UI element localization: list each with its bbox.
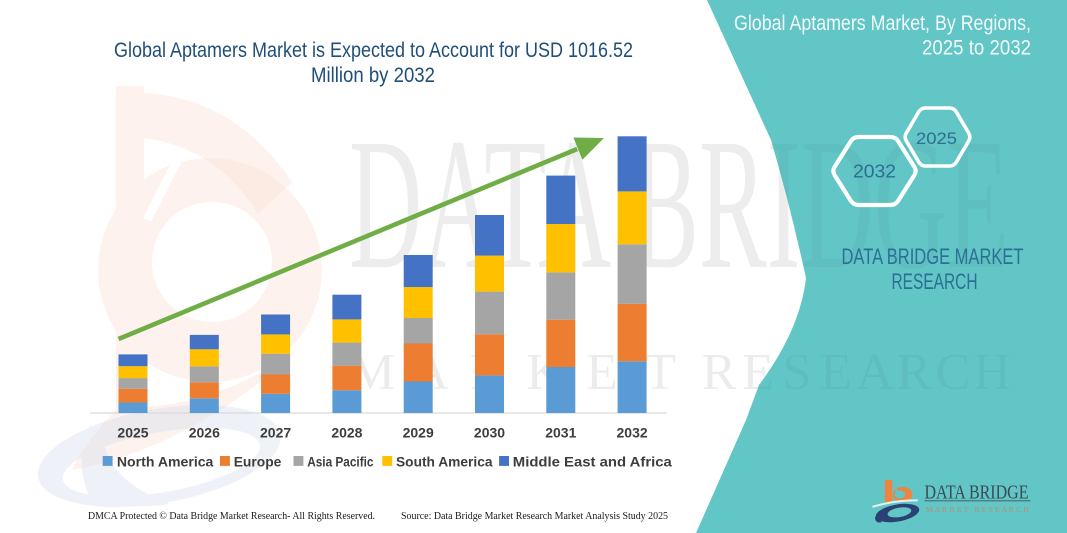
svg-text:T: T	[644, 344, 676, 401]
svg-text:R: R	[702, 344, 737, 401]
svg-text:RESEARCH: RESEARCH	[892, 269, 978, 294]
svg-text:2025: 2025	[916, 129, 957, 148]
svg-text:Europe: Europe	[234, 454, 282, 470]
svg-text:2025: 2025	[117, 425, 148, 441]
svg-text:M A R K E T R E S E A R C H: M A R K E T R E S E A R C H	[926, 506, 1029, 514]
svg-text:Asia Pacific: Asia Pacific	[307, 454, 373, 470]
svg-text:Global Aptamers Market, By Reg: Global Aptamers Market, By Regions,	[734, 12, 1031, 35]
svg-text:2029: 2029	[403, 425, 434, 441]
svg-text:C: C	[936, 344, 971, 401]
svg-text:2032: 2032	[617, 425, 648, 441]
svg-text:Middle East and Africa: Middle East and Africa	[513, 454, 672, 470]
svg-text:2026: 2026	[189, 425, 220, 441]
svg-text:DMCA Protected © Data Bridge M: DMCA Protected © Data Bridge Market Rese…	[88, 511, 375, 522]
svg-text:2032: 2032	[853, 161, 896, 182]
svg-text:A: A	[856, 344, 894, 401]
svg-text:E: E	[586, 344, 618, 401]
svg-text:2028: 2028	[331, 425, 362, 441]
svg-text:Global Aptamers Market is Expe: Global Aptamers Market is Expected to Ac…	[114, 39, 633, 62]
svg-text:North America: North America	[117, 454, 214, 470]
svg-text:DATA BRIDGE: DATA BRIDGE	[925, 483, 1029, 504]
svg-text:DATA BRIDGE MARKET: DATA BRIDGE MARKET	[842, 244, 1024, 269]
svg-text:Million by 2032: Million by 2032	[311, 64, 435, 87]
svg-text:H: H	[973, 344, 1011, 401]
svg-text:2027: 2027	[260, 425, 291, 441]
svg-text:S: S	[783, 344, 812, 401]
svg-text:E: E	[820, 344, 852, 401]
svg-text:2031: 2031	[545, 425, 576, 441]
svg-text:2030: 2030	[474, 425, 505, 441]
svg-text:South America: South America	[396, 454, 493, 470]
svg-text:Source: Data Bridge Market Res: Source: Data Bridge Market Research Mark…	[401, 511, 668, 522]
svg-text:2025 to 2032: 2025 to 2032	[922, 37, 1031, 60]
svg-text:R: R	[897, 344, 932, 401]
